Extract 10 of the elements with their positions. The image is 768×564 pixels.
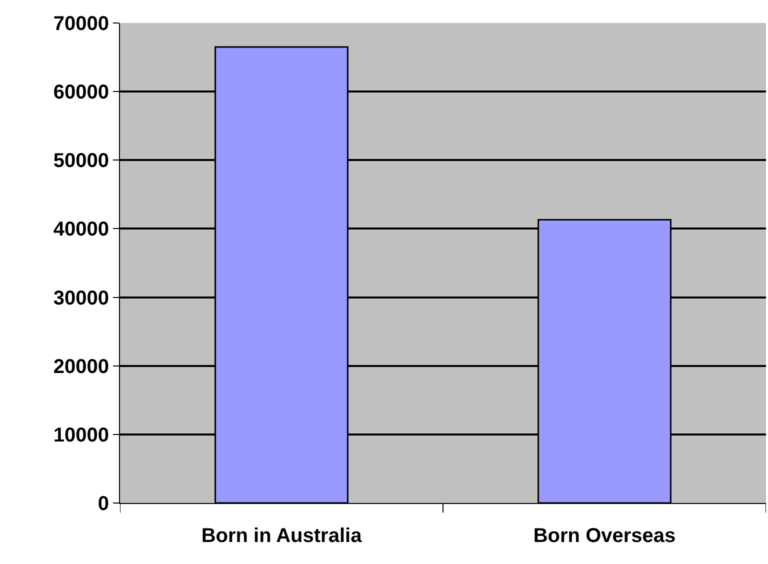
y-tick-label: 50000 [53,150,109,172]
x-tick-label: Born in Australia [201,525,363,547]
y-tick-label: 60000 [53,82,109,104]
y-tick-label: 20000 [53,356,109,378]
x-tick-label: Born Overseas [533,525,676,547]
y-tick-label: 40000 [53,218,109,241]
y-tick-label: 0 [98,493,109,515]
y-tick-label: 30000 [53,287,109,310]
y-tick-label: 70000 [53,13,109,35]
y-tick-label: 10000 [53,424,109,446]
